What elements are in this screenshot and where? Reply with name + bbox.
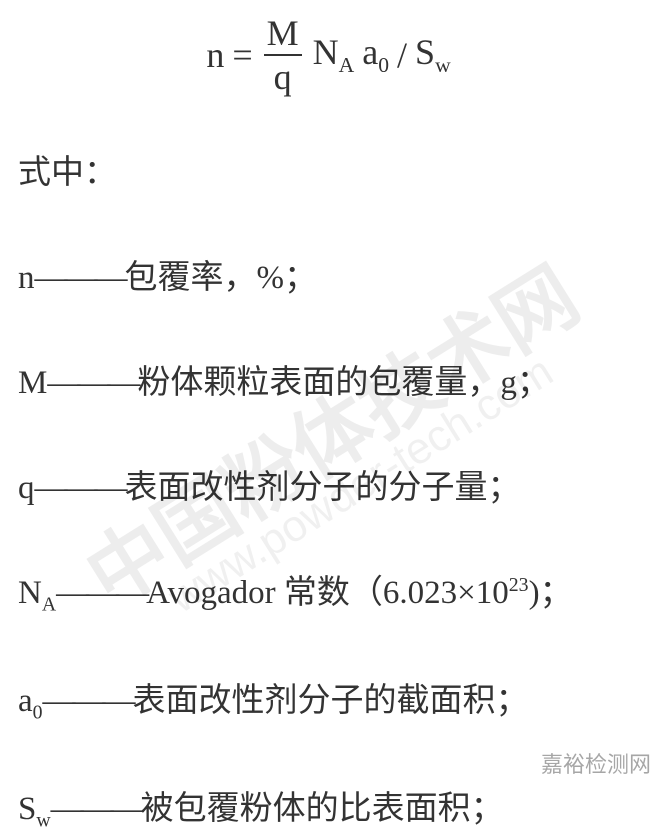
formula-fraction: M q — [261, 12, 305, 98]
def-symbol: M — [18, 365, 47, 401]
def-symbol: n — [18, 260, 35, 296]
formula: n = M q NA a0 / Sw — [0, 0, 657, 106]
formula-numerator: M — [261, 12, 305, 54]
formula-slash: / — [393, 34, 411, 76]
def-symbol: NA — [18, 575, 56, 611]
formula-Sw: Sw — [411, 31, 455, 78]
def-symbol: Sw — [18, 791, 51, 827]
formula-NA: NA — [309, 31, 359, 78]
formula-denominator: q — [264, 54, 302, 98]
def-desc: 粉体颗粒表面的包覆量，g； — [137, 365, 550, 401]
def-desc: 表面改性剂分子的截面积； — [133, 683, 529, 719]
intro-label: 式中： — [18, 152, 647, 195]
def-a0: a0———表面改性剂分子的截面积； — [18, 680, 647, 726]
formula-eq: = — [228, 34, 256, 76]
def-desc: 表面改性剂分子的分子量； — [125, 470, 521, 506]
def-Sw: Sw———被包覆粉体的比表面积； — [18, 788, 647, 834]
formula-a0: a0 — [358, 31, 393, 78]
def-symbol: q — [18, 470, 35, 506]
def-desc: 包覆率，%； — [125, 260, 318, 296]
formula-lhs: n — [202, 34, 228, 76]
corner-watermark: 嘉裕检测网 — [541, 747, 651, 779]
def-M: M———粉体颗粒表面的包覆量，g； — [18, 362, 647, 405]
def-NA: NA———Avogador 常数（6.023×1023)； — [18, 572, 647, 618]
def-desc: Avogador 常数（6.023×1023)； — [146, 575, 572, 611]
def-n: n———包覆率，%； — [18, 257, 647, 300]
def-q: q———表面改性剂分子的分子量； — [18, 467, 647, 510]
def-symbol: a0 — [18, 683, 43, 719]
def-desc: 被包覆粉体的比表面积； — [141, 791, 504, 827]
